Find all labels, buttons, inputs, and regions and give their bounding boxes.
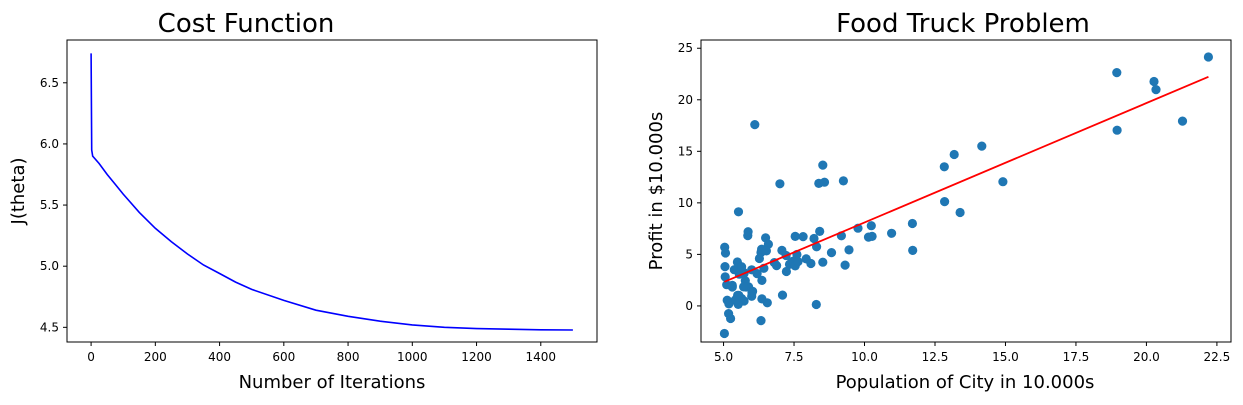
data-point [815, 226, 825, 236]
data-point [866, 221, 876, 231]
chart-title: Cost Function [158, 9, 335, 39]
data-point [907, 218, 918, 229]
x-axis-label: Number of Iterations [239, 372, 426, 393]
data-point [720, 272, 730, 282]
cost-function-chart: Cost Function 0 200 400 600 800 1000 1200 1400 4… [8, 9, 598, 393]
data-point [840, 260, 850, 270]
data-point [838, 176, 849, 186]
data-point [955, 207, 965, 218]
y-tick-label: 5 [685, 247, 693, 261]
x-tick-label: 200 [144, 350, 167, 364]
data-point [739, 282, 749, 292]
data-point [977, 141, 987, 151]
data-point [750, 120, 760, 130]
regression-line [724, 75, 1209, 283]
x-tick-label: 5.0 [714, 350, 733, 364]
y-axis-label: Profit in $10.000s [646, 112, 667, 271]
data-point [777, 290, 788, 300]
data-point [757, 294, 767, 304]
x-axis-label: Population of City in 10.000s [836, 372, 1095, 393]
data-point [798, 232, 808, 242]
data-point [747, 291, 757, 301]
data-point [757, 275, 767, 285]
data-point [731, 294, 741, 305]
y-tick-label: 5.0 [40, 259, 59, 273]
data-point [818, 257, 828, 267]
x-tick-label: 0 [87, 350, 95, 364]
data-point [756, 316, 766, 326]
data-point [724, 299, 734, 309]
y-tick-label: 0 [685, 299, 693, 313]
food-truck-chart: Food Truck Problem 5.0 7.5 10.0 12.5 15.0 17.… [646, 9, 1232, 393]
data-point [809, 233, 819, 244]
data-point [790, 231, 800, 241]
data-point [1149, 76, 1159, 87]
data-point [844, 245, 854, 255]
data-point [908, 245, 918, 255]
y-tick-label: 5.5 [40, 198, 59, 212]
data-point [1203, 52, 1213, 62]
plot-frame [700, 39, 1232, 343]
data-point [998, 177, 1008, 187]
y-tick-label: 15 [678, 144, 693, 158]
data-point [781, 266, 792, 277]
x-tick-label: 10.0 [851, 350, 878, 364]
data-point [867, 231, 877, 241]
data-point [724, 309, 734, 319]
x-tick-label: 17.5 [1063, 350, 1090, 364]
x-tick-label: 1400 [526, 350, 557, 364]
data-point [887, 228, 897, 238]
chart-title: Food Truck Problem [836, 9, 1090, 39]
x-tick-label: 22.5 [1204, 350, 1231, 364]
data-point [720, 242, 730, 252]
x-tick-label: 600 [272, 350, 295, 364]
x-tick-label: 800 [337, 350, 360, 364]
data-point [806, 258, 816, 269]
x-tick-label: 7.5 [784, 350, 803, 364]
data-point [819, 177, 830, 187]
x-tick-label: 20.0 [1133, 350, 1160, 364]
data-point [733, 207, 744, 217]
y-tick-label: 25 [678, 41, 693, 55]
data-point [826, 248, 837, 258]
series-line [90, 53, 573, 331]
y-tick-label: 20 [678, 93, 693, 107]
y-tick-label: 6.5 [40, 76, 59, 90]
data-point [1177, 116, 1188, 126]
x-tick-label: 1200 [461, 350, 492, 364]
y-tick-label: 6.0 [40, 137, 59, 151]
data-point [793, 257, 803, 267]
data-point [940, 197, 950, 207]
data-point [737, 262, 747, 272]
x-tick-label: 15.0 [992, 350, 1019, 364]
data-point [754, 253, 765, 264]
data-point [818, 160, 828, 170]
data-point [775, 179, 785, 189]
data-point [727, 280, 737, 290]
x-tick-label: 1000 [397, 350, 428, 364]
x-tick-label: 12.5 [922, 350, 949, 364]
y-tick-label: 10 [678, 196, 693, 210]
y-tick-label: 4.5 [40, 320, 59, 334]
x-tick-label: 400 [208, 350, 231, 364]
data-point [761, 246, 772, 256]
data-point [743, 227, 753, 237]
y-axis-label: J(theta) [8, 158, 29, 226]
data-point [811, 299, 821, 310]
data-point [1112, 125, 1122, 135]
data-point [1112, 68, 1122, 78]
data-point [719, 328, 730, 339]
plot-area: 0 200 400 600 800 1000 1200 1400 4.5 5.0 5.5 6.0 6.5 [40, 39, 598, 364]
data-point [1151, 85, 1161, 95]
data-point [720, 262, 730, 272]
plot-area: 5.0 7.5 10.0 12.5 15.0 17.5 20.0 22.5 0 5 10 15 20 25 [678, 39, 1232, 364]
data-point [939, 162, 949, 172]
plot-frame [66, 39, 598, 343]
data-point [949, 149, 959, 160]
